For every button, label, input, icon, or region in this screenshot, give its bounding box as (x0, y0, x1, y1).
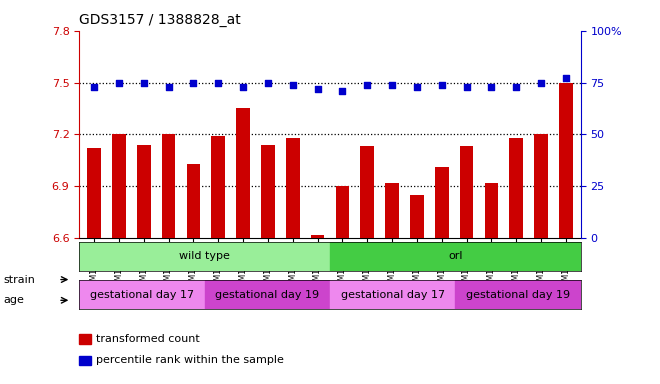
Bar (311, 235, 325, 238)
Bar (211, 136, 225, 238)
Bar (330, 242, 581, 271)
Point (362, 81, 372, 88)
Bar (484, 183, 498, 238)
Point (412, 84, 422, 90)
Bar (534, 134, 548, 238)
Point (461, 84, 472, 90)
Point (188, 79, 199, 86)
Point (89, 84, 100, 90)
Text: gestational day 19: gestational day 19 (466, 290, 570, 300)
Point (139, 79, 149, 86)
Bar (455, 280, 581, 309)
Point (560, 75, 571, 81)
Text: percentile rank within the sample: percentile rank within the sample (96, 355, 284, 365)
Text: age: age (3, 295, 24, 305)
Bar (261, 145, 275, 238)
Text: transformed count: transformed count (96, 334, 200, 344)
Point (213, 79, 224, 86)
Bar (187, 164, 200, 238)
Text: wild type: wild type (179, 251, 230, 262)
Bar (236, 108, 250, 238)
Bar (335, 186, 349, 238)
Bar (559, 83, 573, 238)
Bar (460, 146, 473, 238)
Bar (510, 138, 523, 238)
Bar (360, 146, 374, 238)
Bar (286, 138, 300, 238)
Point (238, 84, 248, 90)
Bar (162, 134, 176, 238)
Point (387, 81, 397, 88)
Text: gestational day 19: gestational day 19 (215, 290, 319, 300)
Bar (79, 280, 205, 309)
Bar (205, 280, 330, 309)
Bar (137, 145, 150, 238)
Point (486, 84, 497, 90)
Point (163, 84, 174, 90)
Bar (112, 134, 126, 238)
Text: strain: strain (3, 275, 35, 285)
Bar (330, 280, 455, 309)
Point (312, 86, 323, 92)
Point (511, 84, 521, 90)
Point (288, 81, 298, 88)
Point (263, 79, 273, 86)
Point (114, 79, 124, 86)
Bar (435, 167, 449, 238)
Text: gestational day 17: gestational day 17 (90, 290, 194, 300)
Point (337, 88, 348, 94)
Bar (87, 148, 101, 238)
Point (436, 81, 447, 88)
Text: gestational day 17: gestational day 17 (341, 290, 445, 300)
Text: GDS3157 / 1388828_at: GDS3157 / 1388828_at (79, 13, 241, 27)
Bar (410, 195, 424, 238)
Text: orl: orl (448, 251, 463, 262)
Bar (79, 242, 330, 271)
Bar (385, 183, 399, 238)
Point (536, 79, 546, 86)
